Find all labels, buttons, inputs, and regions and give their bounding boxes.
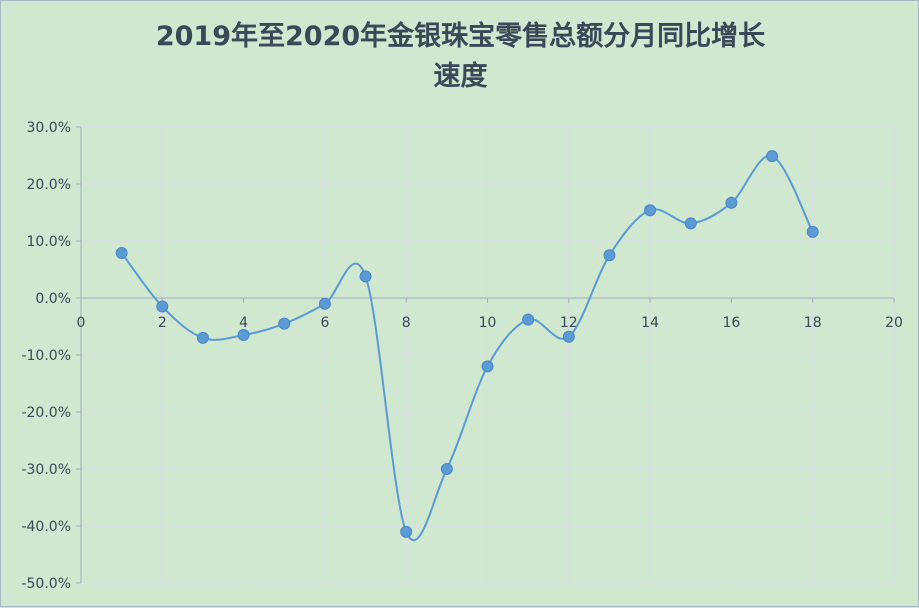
- y-tick-label: 10.0%: [27, 234, 71, 250]
- x-tick-label: 20: [885, 315, 903, 331]
- data-point: [440, 463, 453, 475]
- y-tick-label: -40.0%: [21, 519, 71, 535]
- data-point: [196, 331, 209, 344]
- y-tick-label: 0.0%: [35, 291, 71, 307]
- y-tick-label: 20.0%: [27, 177, 71, 193]
- series-line: [120, 155, 814, 542]
- x-tick-label: 0: [77, 315, 86, 331]
- chart-title: 2019年至2020年金银珠宝零售总额分月同比增长 速度: [1, 17, 919, 97]
- data-point: [115, 246, 128, 259]
- data-point: [684, 217, 697, 230]
- y-tick-label: -50.0%: [21, 576, 71, 592]
- data-point: [806, 225, 819, 238]
- data-point: [359, 270, 372, 283]
- data-point: [318, 297, 331, 310]
- y-tick-label: 30.0%: [27, 120, 71, 136]
- y-tick-label: -20.0%: [21, 405, 71, 421]
- x-tick-label: 2: [158, 315, 167, 331]
- y-tick-label: -10.0%: [21, 348, 71, 364]
- y-tick-label: -30.0%: [21, 462, 71, 478]
- x-tick-label: 16: [722, 315, 740, 331]
- data-point: [562, 330, 575, 343]
- x-tick-label: 14: [641, 315, 659, 331]
- x-tick-label: 6: [320, 315, 329, 331]
- data-point: [400, 525, 413, 538]
- data-point: [278, 317, 291, 330]
- data-point: [237, 329, 250, 342]
- x-tick-label: 4: [239, 315, 248, 331]
- chart-title-line1: 2019年至2020年金银珠宝零售总额分月同比增长: [155, 21, 766, 52]
- chart-title-line2: 速度: [433, 61, 488, 92]
- data-point: [522, 313, 535, 326]
- x-tick-label: 12: [560, 315, 578, 331]
- x-tick-label: 10: [479, 315, 497, 331]
- data-point: [725, 196, 738, 209]
- x-tick-label: 18: [804, 315, 822, 331]
- x-tick-label: 8: [402, 315, 411, 331]
- data-point: [156, 300, 169, 313]
- data-point: [481, 360, 494, 373]
- data-point: [644, 204, 657, 217]
- data-point: [766, 150, 779, 163]
- data-point: [603, 249, 616, 262]
